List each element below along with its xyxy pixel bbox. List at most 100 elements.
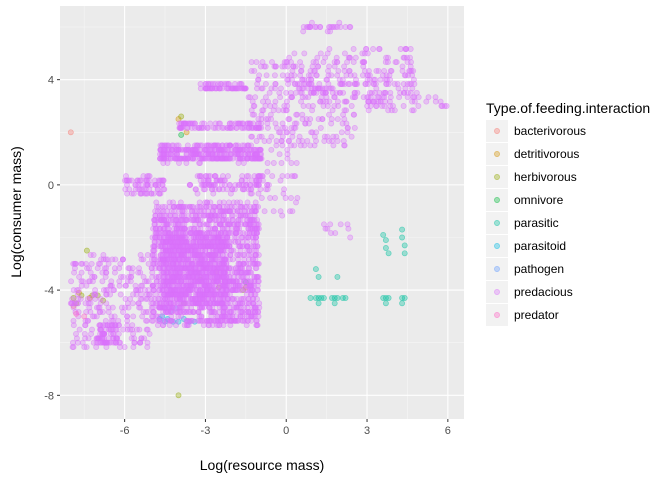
point-predacious xyxy=(226,181,233,188)
point-predacious xyxy=(199,120,206,127)
point-predacious xyxy=(259,85,266,92)
point-predacious xyxy=(272,120,279,127)
point-predacious xyxy=(237,313,244,320)
point-predacious xyxy=(249,260,256,267)
point-parasitic xyxy=(320,295,327,301)
point-predacious xyxy=(122,295,129,302)
point-predacious xyxy=(211,173,218,180)
point-predacious xyxy=(241,85,248,92)
point-predacious xyxy=(236,260,243,267)
point-predacious xyxy=(129,300,136,307)
legend-item-herbivorous: herbivorous xyxy=(486,166,577,188)
point-predacious xyxy=(235,120,242,127)
point-predacious xyxy=(232,304,239,311)
point-predacious xyxy=(149,273,156,280)
point-predacious xyxy=(253,273,260,280)
point-predacious xyxy=(144,252,151,258)
point-predacious xyxy=(238,295,245,302)
point-predacious xyxy=(279,72,286,79)
point-predacious xyxy=(152,230,159,237)
point-predacious xyxy=(277,94,284,101)
point-predacious xyxy=(325,67,332,74)
point-predacious xyxy=(248,67,255,74)
point-predacious xyxy=(208,313,215,320)
point-predacious xyxy=(269,59,275,66)
point-parasitic xyxy=(382,237,389,244)
point-predacious xyxy=(117,291,124,298)
point-predacious xyxy=(170,273,177,280)
point-predacious xyxy=(211,225,218,232)
point-predacious xyxy=(285,81,292,87)
point-predacious xyxy=(407,89,414,96)
point-predacious xyxy=(250,217,257,223)
point-predacious xyxy=(291,142,298,149)
point-predator xyxy=(73,310,80,317)
point-predacious xyxy=(188,120,195,127)
point-predacious xyxy=(345,225,352,232)
point-predacious xyxy=(209,151,216,158)
point-predacious xyxy=(163,317,170,324)
point-predacious xyxy=(277,177,284,184)
point-predacious xyxy=(206,282,213,289)
point-predacious xyxy=(403,46,410,52)
point-predacious xyxy=(237,199,244,206)
legend-swatch xyxy=(494,128,500,134)
point-predacious xyxy=(256,304,263,311)
point-predacious xyxy=(190,203,196,210)
point-predacious xyxy=(237,203,244,210)
point-predacious xyxy=(359,72,366,79)
point-predacious xyxy=(154,322,161,329)
point-predacious xyxy=(181,234,188,241)
point-predacious xyxy=(391,81,398,87)
point-predacious xyxy=(409,72,416,79)
point-predacious xyxy=(87,309,94,315)
point-predacious xyxy=(365,107,372,114)
point-predacious xyxy=(216,221,223,228)
point-predacious xyxy=(281,103,288,109)
point-predacious xyxy=(251,225,258,232)
point-predacious xyxy=(193,186,199,193)
point-predacious xyxy=(292,89,299,96)
point-predacious xyxy=(223,252,230,258)
point-predacious xyxy=(186,181,193,188)
point-predacious xyxy=(348,103,355,109)
point-predacious xyxy=(70,317,77,324)
legend-item-bacterivorous: bacterivorous xyxy=(486,120,586,142)
point-predacious xyxy=(215,247,222,254)
point-predacious xyxy=(219,124,226,131)
legend: Type.of.feeding.interaction bacterivorou… xyxy=(486,100,650,326)
point-predacious xyxy=(157,313,164,320)
point-predacious xyxy=(335,103,342,109)
point-predacious xyxy=(332,24,339,30)
point-predacious xyxy=(226,203,233,210)
x-tick-label: 0 xyxy=(283,425,289,437)
point-predacious xyxy=(172,230,179,237)
point-predacious xyxy=(255,124,262,131)
point-predacious xyxy=(136,326,143,333)
y-tick-label: -4 xyxy=(44,285,54,297)
point-predacious xyxy=(370,46,377,52)
point-predacious xyxy=(352,54,359,61)
point-predacious xyxy=(227,313,234,320)
point-predacious xyxy=(249,111,256,118)
point-predacious xyxy=(353,81,360,87)
point-predacious xyxy=(161,300,167,307)
point-predacious xyxy=(153,199,160,206)
point-predacious xyxy=(170,199,176,206)
point-predacious xyxy=(231,295,237,302)
legend-item-predacious: predacious xyxy=(486,281,573,303)
point-predacious xyxy=(210,81,216,87)
point-predacious xyxy=(155,273,162,280)
point-predacious xyxy=(234,252,241,258)
point-predacious xyxy=(254,81,261,87)
point-predacious xyxy=(317,50,324,57)
point-predacious xyxy=(118,273,124,280)
point-predacious xyxy=(223,155,230,162)
point-predacious xyxy=(96,309,103,315)
point-predacious xyxy=(439,103,446,109)
point-predacious xyxy=(350,46,357,52)
point-predacious xyxy=(284,173,291,180)
point-predacious xyxy=(90,252,97,258)
point-predacious xyxy=(336,19,343,26)
point-predacious xyxy=(136,265,142,272)
